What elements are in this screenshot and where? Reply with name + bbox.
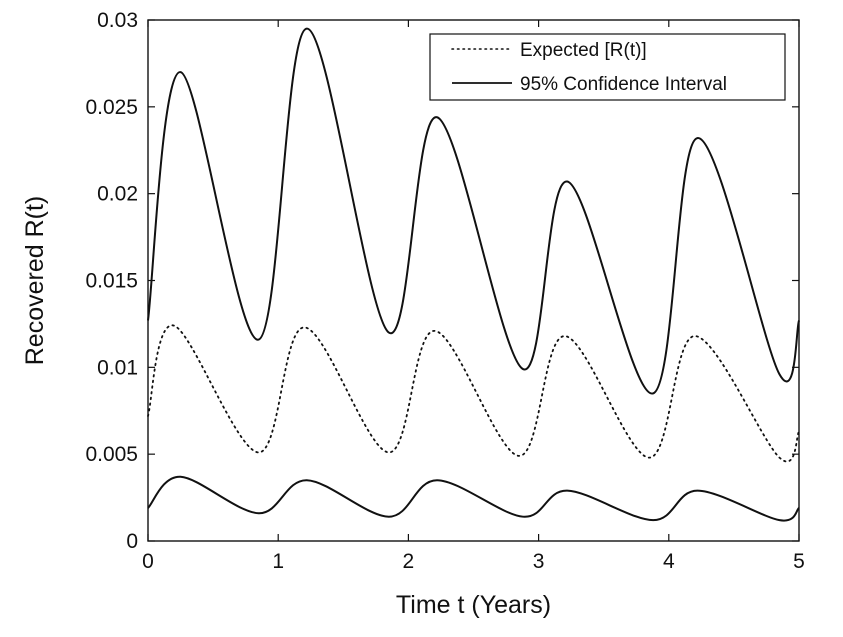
legend-label-expected: Expected [R(t)]: [520, 40, 647, 61]
x-tick-label: 4: [663, 550, 675, 573]
legend-label-confidence: 95% Confidence Interval: [520, 74, 727, 95]
y-tick-label: 0: [126, 530, 138, 553]
legend-box: [429, 33, 786, 101]
series-line-1: [147, 27, 800, 395]
y-tick-label: 0.02: [97, 183, 138, 206]
y-tick-label: 0.015: [85, 270, 138, 293]
x-tick-label: 0: [142, 550, 154, 573]
x-tick-label: 2: [403, 550, 415, 573]
x-tick-label: 1: [272, 550, 284, 573]
legend: Expected [R(t)] 95% Confidence Interval: [429, 33, 786, 101]
x-tick-label: 3: [533, 550, 545, 573]
y-tick-label: 0.025: [85, 96, 138, 119]
y-tick-label: 0.005: [85, 443, 138, 466]
plot-area: [147, 19, 800, 542]
series-line-2: [147, 475, 800, 522]
y-tick-label: 0.01: [97, 356, 138, 379]
x-axis-title: Time t (Years): [396, 591, 551, 619]
x-tick-label: 5: [793, 550, 805, 573]
y-axis-title: Recovered R(t): [21, 196, 49, 366]
tick-layer: 0 1 2 3 4 5 0 0.005 0.01 0.015 0.02 0.025 0.03: [85, 9, 804, 573]
series-layer: [147, 27, 800, 522]
y-tick-label: 0.03: [97, 9, 138, 32]
series-line-0: [147, 324, 800, 463]
